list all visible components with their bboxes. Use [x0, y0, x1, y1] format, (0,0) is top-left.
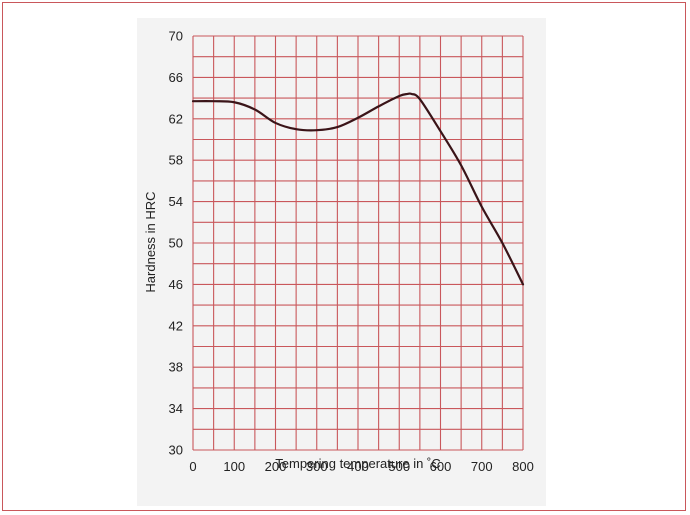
x-tick-label: 300 [306, 459, 328, 474]
y-tick-label: 50 [169, 236, 183, 251]
x-tick-label: 700 [471, 459, 493, 474]
y-tick-label: 62 [169, 111, 183, 126]
y-axis-label: Hardness in HRC [143, 191, 158, 292]
x-tick-label: 400 [347, 459, 369, 474]
x-tick-label: 200 [265, 459, 287, 474]
y-tick-label: 46 [169, 277, 183, 292]
x-tick-label: 0 [189, 459, 196, 474]
hardness-curve [191, 92, 525, 286]
y-tick-labels: 30 34 38 42 46 50 54 58 62 66 70 [169, 29, 183, 458]
y-tick-label: 42 [169, 318, 183, 333]
x-tick-label: 500 [388, 459, 410, 474]
y-tick-label: 38 [169, 360, 183, 375]
y-tick-label: 66 [169, 70, 183, 85]
chart-panel [137, 18, 546, 506]
series-layer [191, 92, 525, 286]
grid [192, 35, 524, 451]
y-tick-label: 54 [169, 194, 183, 209]
y-tick-label: 58 [169, 153, 183, 168]
y-tick-label: 70 [169, 29, 183, 44]
x-tick-labels: 0 100 200 300 400 500 600 700 800 [189, 459, 533, 474]
x-axis-label: Tempering temperature in ˚C [275, 456, 440, 471]
y-tick-label: 34 [169, 401, 183, 416]
x-tick-label: 600 [430, 459, 452, 474]
x-tick-label: 800 [512, 459, 534, 474]
x-tick-label: 100 [223, 459, 245, 474]
y-tick-label: 30 [169, 443, 183, 458]
